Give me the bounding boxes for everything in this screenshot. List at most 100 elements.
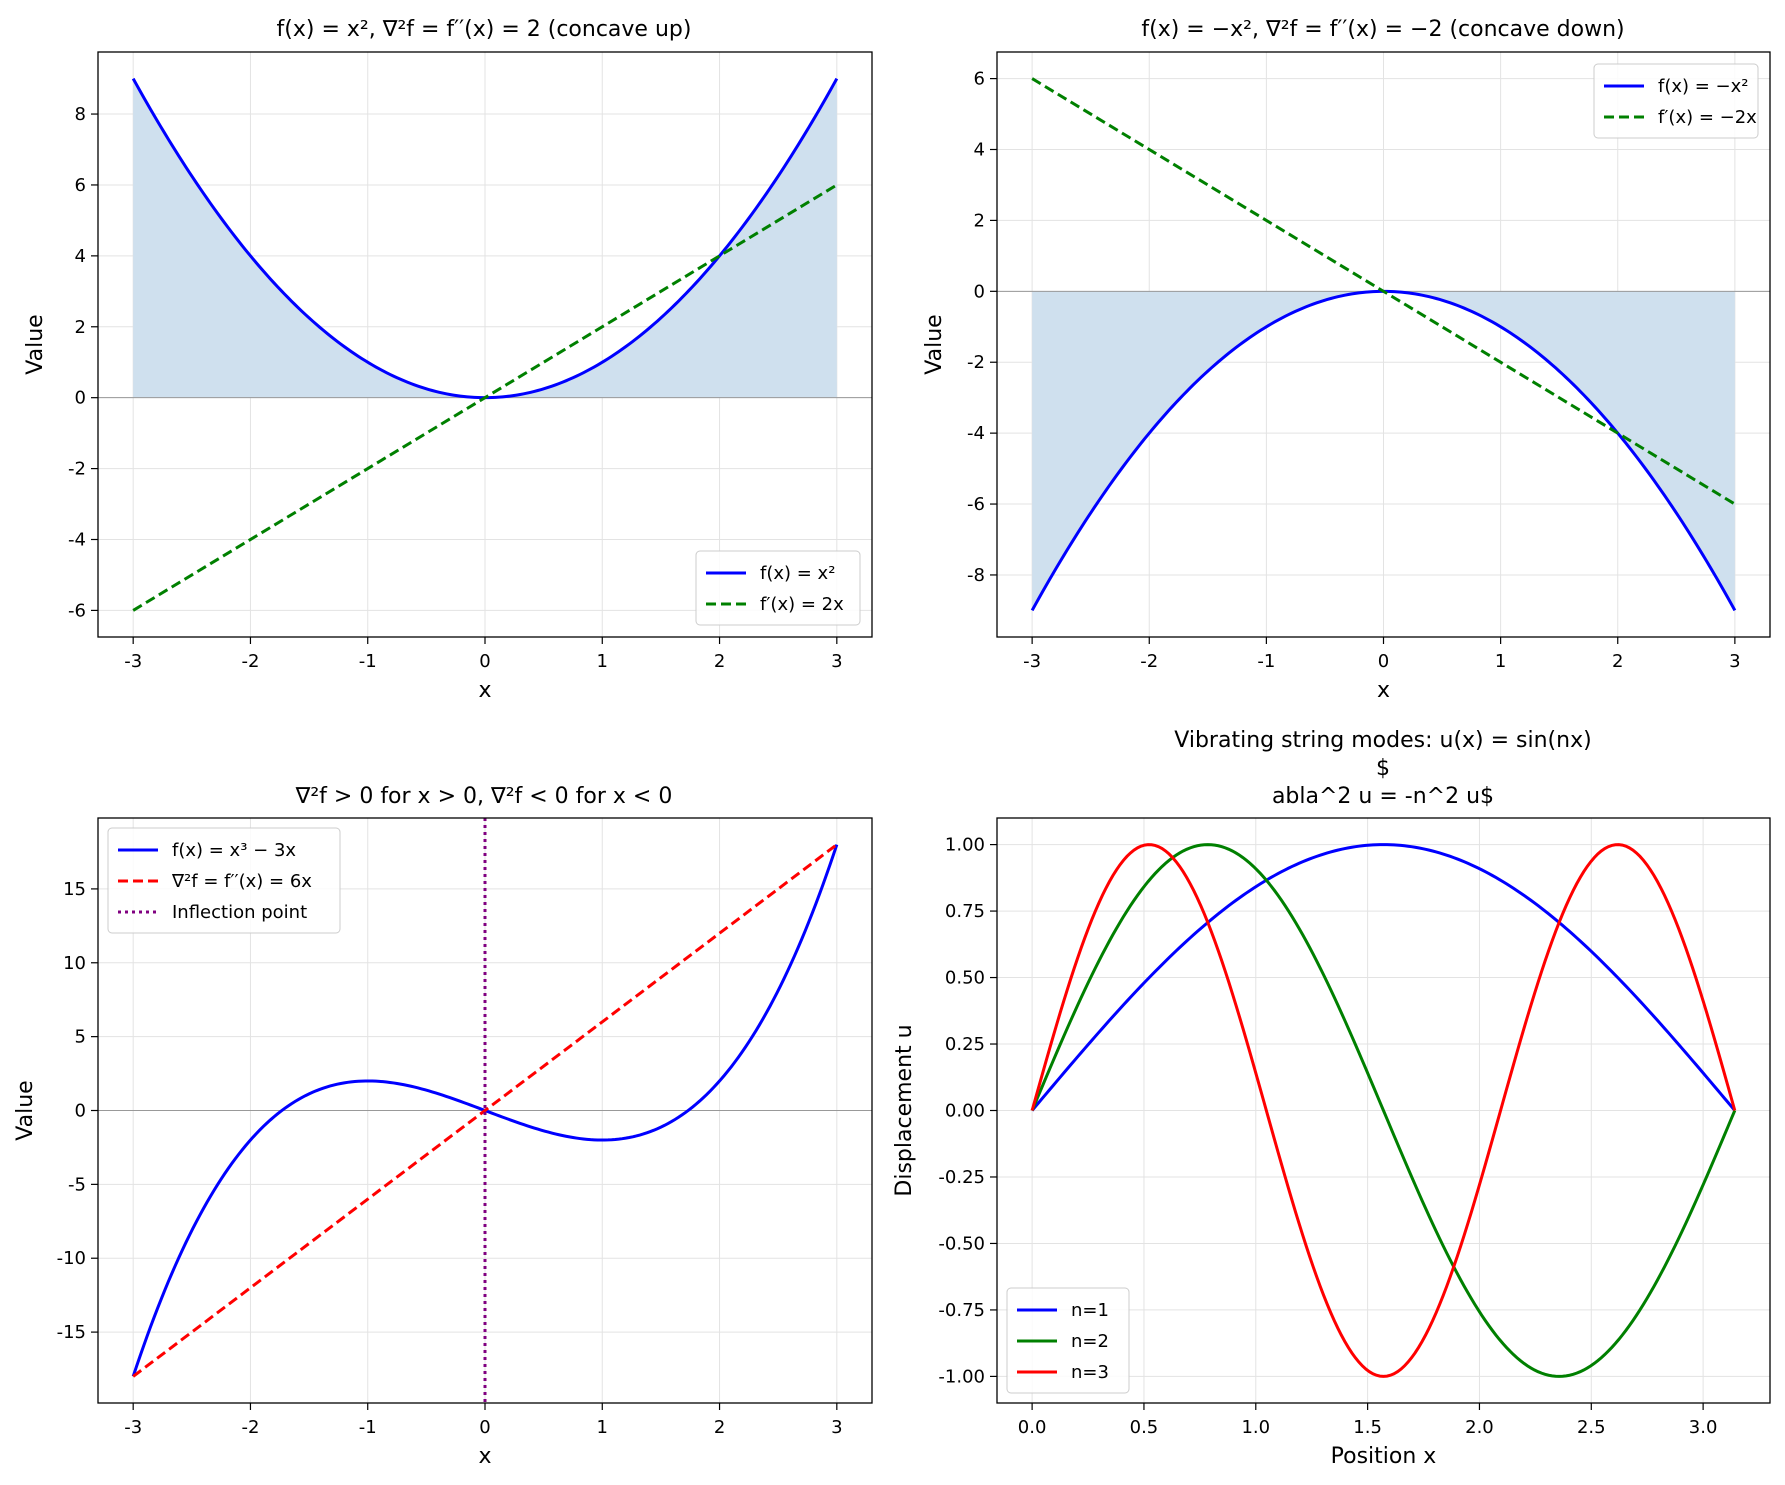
panel-3-x-tick-label: 1 [597,1417,608,1438]
panel-2-plot-area [997,77,1770,612]
panel-1-plot-area [98,77,872,612]
panel-2-title: f(x) = −x², ∇²f = f′′(x) = −2 (concave d… [1141,17,1624,42]
panel-4-title-line-1: Vibrating string modes: u(x) = sin(nx) [1174,728,1591,753]
panel-3-title: ∇²f > 0 for x > 0, ∇²f < 0 for x < 0 [295,784,673,809]
panel-2-x-tick-label: 2 [1612,651,1623,672]
panel-2-y-tick-label: 0 [974,281,985,302]
panel-1-title: f(x) = x², ∇²f = f′′(x) = 2 (concave up) [277,17,692,42]
panel-4-y-tick-label: -0.50 [938,1233,985,1254]
panel-4-y-tick-label: -1.00 [938,1366,985,1387]
panel-4-y-tick-label: 0.50 [945,968,985,989]
panel-1-y-tick-label: -4 [68,530,86,551]
panel-3-legend: f(x) = x³ − 3x ∇²f = f′′(x) = 6x Inflectio… [107,827,341,934]
panel-2-y-tick-label: -8 [967,565,985,586]
panel-3-x-tick-label: 0 [479,1417,490,1438]
panel-3-x-axis-label: x [478,1444,491,1469]
panel-3-x-tick-label: -1 [359,1417,377,1438]
panel-2-x-tick-label: -1 [1257,651,1275,672]
panel-2: f(x) = −x², ∇²f = f′′(x) = −2 (concave d… [922,17,1771,703]
panel-3-y-axis-label: Value [13,1080,38,1140]
panel-1-x-tick-label: 3 [831,651,842,672]
panel-3-legend-label-f: f(x) = x³ − 3x [172,840,296,861]
panel-4-x-tick-label: 1.5 [1353,1417,1382,1438]
panel-3-y-tick-label: 5 [75,1027,86,1048]
panel-1-legend-label-f: f(x) = x² [760,563,835,584]
panel-4-legend-box [1006,1287,1130,1394]
panel-2-x-axis-label: x [1377,678,1390,703]
panel-4-x-tick-label: 1.0 [1241,1417,1270,1438]
panel-3-legend-box [107,827,341,934]
panel-4-title-line-2: $ [1376,756,1390,781]
panel-2-x-tick-label: 3 [1729,651,1740,672]
panel-3-x-tick-label: -2 [241,1417,259,1438]
panel-1-x-tick-label: 0 [479,651,490,672]
panel-2-x-tick-label: 1 [1495,651,1506,672]
panel-1-x-tick-label: -2 [241,651,259,672]
panel-1-fill-area [133,78,837,398]
panel-3-y-tick-label: 15 [63,879,86,900]
panel-3-x-tick-label: 3 [831,1417,842,1438]
panel-2-y-tick-label: 2 [974,210,985,231]
panel-1-series-d [132,183,838,612]
panel-2-x-tick-label: -3 [1023,651,1041,672]
panel-3-series-d2 [132,843,838,1378]
panel-1-legend: f(x) = x² f′(x) = 2x [695,550,861,626]
panel-1-y-tick-label: -2 [68,459,86,480]
panel-4-series-n3 [1030,843,1737,1378]
panel-4-title-line-3: abla^2 u = -n^2 u$ [1272,784,1494,809]
panel-1-y-tick-label: -6 [68,600,86,621]
panel-2-legend: f(x) = −x² f′(x) = −2x [1593,63,1759,139]
panel-2-y-tick-label: -4 [967,423,985,444]
panel-4-legend-label-n1: n=1 [1071,1300,1109,1321]
panel-4-y-tick-label: 1.00 [945,835,985,856]
panel-3-plot-area [98,818,872,1403]
panel-1-x-tick-label: -1 [359,651,377,672]
panel-3-y-tick-label: -10 [57,1248,86,1269]
panel-1-legend-box [695,550,861,626]
panel-2-legend-label-d: f′(x) = −2x [1658,107,1757,128]
panel-4-series-n1 [1030,843,1736,1112]
panel-4-x-tick-label: 0.5 [1130,1417,1159,1438]
panel-1-y-tick-label: 0 [75,388,86,409]
panel-3-legend-label-d2: ∇²f = f′′(x) = 6x [171,871,312,892]
panel-4-x-axis-label: Position x [1331,1444,1437,1469]
panel-1-y-tick-label: 8 [75,104,86,125]
panel-4-y-tick-label: -0.25 [938,1167,985,1188]
panel-2-legend-label-f: f(x) = −x² [1658,76,1749,97]
panel-1-x-tick-label: 2 [714,651,725,672]
panel-4-y-tick-label: -0.75 [938,1300,985,1321]
panel-4-y-tick-label: 0.00 [945,1101,985,1122]
panel-3-x-tick-label: 2 [714,1417,725,1438]
panel-3-y-tick-label: 0 [75,1101,86,1122]
panel-4-x-tick-label: 2.5 [1577,1417,1606,1438]
panel-2-y-tick-label: 6 [974,69,985,90]
panel-1-x-tick-label: -3 [124,651,142,672]
panel-4-x-tick-label: 3.0 [1689,1417,1718,1438]
panel-4-legend-label-n2: n=2 [1071,1331,1109,1352]
panel-1: f(x) = x², ∇²f = f′′(x) = 2 (concave up)… [23,17,873,703]
panel-3-y-tick-label: 10 [63,953,86,974]
panel-1-y-tick-label: 4 [75,246,86,267]
panel-4-y-tick-label: 0.25 [945,1034,985,1055]
panel-1-ticks: -3 -2 -1 0 1 2 3 -6 -4 -2 0 2 4 6 8 [68,104,842,672]
panel-3-x-tick-label: -3 [124,1417,142,1438]
panel-2-y-tick-label: -6 [967,494,985,515]
panel-3-legend-label-ip: Inflection point [172,902,307,923]
panel-4-x-tick-label: 2.0 [1465,1417,1494,1438]
panel-1-y-tick-label: 2 [75,317,86,338]
panel-3: ∇²f > 0 for x > 0, ∇²f < 0 for x < 0 -3 -… [13,784,873,1469]
panel-1-y-axis-label: Value [23,314,48,374]
panel-4: Vibrating string modes: u(x) = sin(nx) $… [892,728,1771,1469]
panel-4-plot-area [1030,843,1737,1378]
panel-2-series-d [1031,77,1736,506]
panel-4-legend: n=1 n=2 n=3 [1006,1287,1130,1394]
panel-1-y-tick-label: 6 [75,175,86,196]
panel-2-x-tick-label: 0 [1378,651,1389,672]
panel-2-y-tick-label: -2 [967,352,985,373]
panel-2-ticks: -3 -2 -1 0 1 2 3 -8 -6 -4 -2 0 2 4 6 [967,69,1741,672]
panel-4-y-tick-label: 0.75 [945,901,985,922]
panel-3-y-tick-label: -5 [68,1174,86,1195]
panel-4-ticks: 0.0 0.5 1.0 1.5 2.0 2.5 3.0 -1.00 -0.75 -0.50 -0.2… [938,835,1717,1438]
